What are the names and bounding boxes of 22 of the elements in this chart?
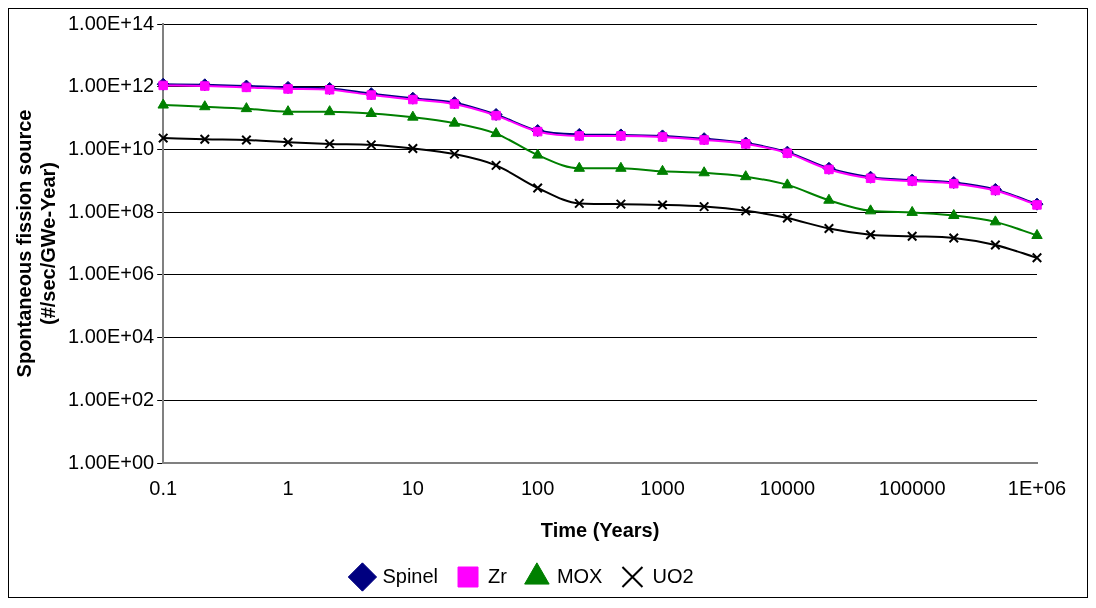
y-tick-label: 1.00E+02 [67,387,155,410]
legend-label: Spinel [382,564,439,587]
x-tick-label: 1000 [640,476,685,499]
x-tick-label: 1 [282,476,294,499]
x-tick-label: 0.1 [149,476,178,499]
y-tick-label: 1.00E+06 [67,262,155,285]
y-tick-label: 1.00E+04 [67,325,155,348]
x-tick-label: 100 [520,476,555,499]
x-tick-label: 100000 [878,476,946,499]
legend-label: UO2 [652,564,694,587]
y-tick-label: 1.00E+14 [67,11,155,34]
x-tick-label: 10 [401,476,424,499]
x-axis-title: Time (Years) [540,518,660,541]
legend-label: Zr [488,564,508,587]
y-tick-label: 1.00E+00 [67,450,155,473]
x-tick-label: 1E+06 [1007,476,1067,499]
y-tick-label: 1.00E+12 [67,74,155,97]
y-tick-label: 1.00E+10 [67,136,155,159]
y-tick-label: 1.00E+08 [67,199,155,222]
y-axis-title: Spontaneous fission source (#/sec/GWe-Year) [12,109,59,378]
x-tick-label: 10000 [759,476,816,499]
legend-label: MOX [556,564,603,587]
